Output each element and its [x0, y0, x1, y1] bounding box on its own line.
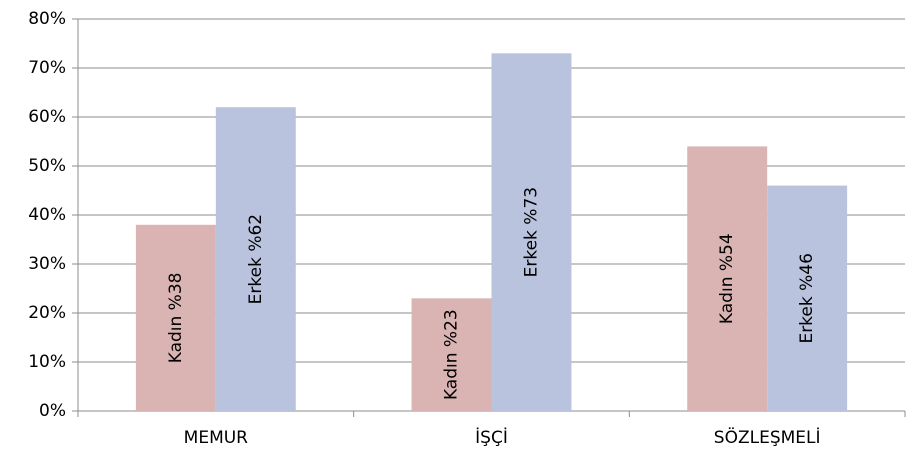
bar	[491, 53, 572, 412]
y-tick-label: 70%	[28, 58, 66, 78]
y-tick-label: 60%	[28, 107, 66, 127]
x-tick-label: MEMUR	[184, 428, 249, 448]
y-tick-label: 80%	[28, 9, 66, 29]
y-tick-label: 10%	[28, 352, 66, 372]
data-label: Kadın %23	[442, 309, 462, 400]
y-tick-label: 20%	[28, 303, 66, 323]
y-tick-label: 40%	[28, 205, 66, 225]
bar	[411, 298, 492, 411]
y-tick-label: 50%	[28, 156, 66, 176]
data-label: Kadın %54	[717, 233, 737, 324]
bar	[135, 224, 216, 411]
x-tick-label: İŞÇİ	[475, 427, 508, 448]
y-tick-label: 30%	[28, 254, 66, 274]
x-tick-label: SÖZLEŞMELİ	[714, 426, 821, 448]
data-label: Kadın %38	[166, 273, 186, 364]
data-label: Erkek %73	[521, 187, 541, 277]
data-label: Erkek %46	[797, 253, 817, 343]
bar	[767, 185, 848, 411]
bar	[215, 107, 296, 411]
bar	[687, 146, 768, 411]
data-label: Erkek %62	[246, 214, 266, 304]
y-tick-label: 0%	[39, 401, 66, 421]
